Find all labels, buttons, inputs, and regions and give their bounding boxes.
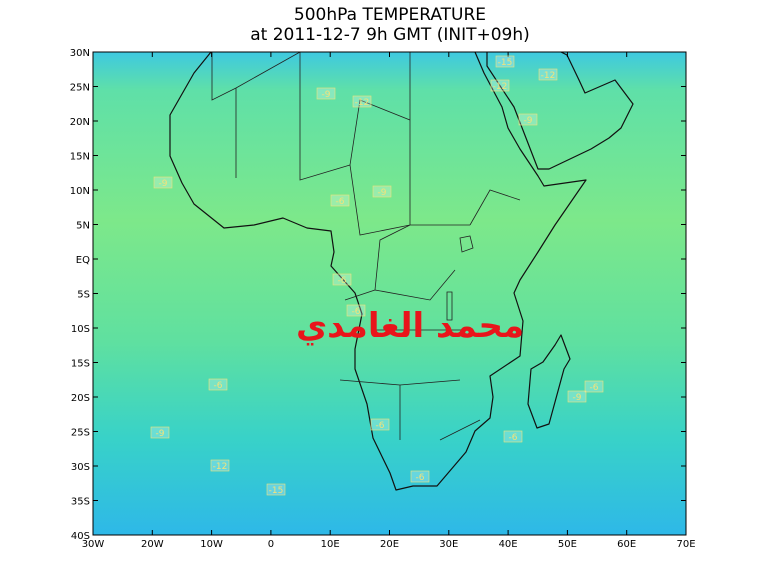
- contour-label-box: [372, 185, 392, 198]
- contour-label: -12: [355, 98, 370, 108]
- contour-label-box: [346, 304, 366, 317]
- axis-ticks: 30N 25N 20N 15N 10N 5N EQ 5S 10S 15S 20S 25S 30S 35S 4…: [70, 48, 696, 550]
- contour-label: -15: [498, 58, 513, 68]
- lon-tick-label: 10W: [200, 539, 223, 550]
- contour-labels: -15 -12 -12 -9 -12 -9 -9 -9 -6 -6 -6 -6 -6 -9 -9 -6 -6 -1…: [150, 55, 604, 496]
- lon-tick-label: 70E: [676, 539, 695, 550]
- lat-tick-label: 10S: [71, 324, 90, 335]
- contour-label-box: [410, 470, 430, 483]
- contour-label: -9: [159, 179, 168, 189]
- lon-tick-label: 10E: [321, 539, 340, 550]
- lat-tick-label: 35S: [71, 497, 90, 508]
- lat-tick-label: EQ: [76, 255, 90, 266]
- contour-label: -9: [378, 188, 387, 198]
- contour-label-box: [538, 68, 558, 81]
- contour-label: -6: [416, 473, 425, 483]
- madagascar-coast: [527, 334, 571, 429]
- contour-label-box: [332, 273, 352, 286]
- coastlines: [169, 52, 634, 491]
- lon-tick-label: 60E: [617, 539, 636, 550]
- lon-tick-label: 30E: [439, 539, 458, 550]
- contour-label: -6: [590, 383, 599, 393]
- temperature-field: [93, 52, 686, 535]
- contour-label-box: [503, 430, 523, 443]
- lon-tick-label: 20W: [141, 539, 164, 550]
- contour-label: -12: [493, 82, 508, 92]
- contour-label-box: [316, 87, 336, 100]
- contour-label: -9: [322, 90, 331, 100]
- contour-label-box: [518, 113, 538, 126]
- contour-label: -9: [156, 429, 165, 439]
- lon-tick-label: 40E: [499, 539, 518, 550]
- contour-label: -6: [336, 197, 345, 207]
- lat-tick-label: 40S: [71, 531, 90, 542]
- contour-label-box: [490, 79, 510, 92]
- lat-tick-label: 30N: [70, 48, 90, 59]
- lat-tick-label: 20S: [71, 393, 90, 404]
- lat-tick-label: 25N: [70, 83, 90, 94]
- contour-label-box: [330, 194, 350, 207]
- arabia-coast: [486, 52, 634, 170]
- lat-tick-label: 15N: [70, 152, 90, 163]
- lat-tick-label: 20N: [70, 117, 90, 128]
- title-line: at 2011-12-7 9h GMT (INIT+09h): [250, 25, 530, 45]
- title-line: 500hPa TEMPERATURE: [294, 5, 486, 25]
- contour-label-box: [150, 426, 170, 439]
- lon-tick-label: 50E: [558, 539, 577, 550]
- lon-tick-label: 30W: [82, 539, 105, 550]
- contour-label-box: [266, 483, 286, 496]
- contour-label: -6: [214, 381, 223, 391]
- contour-label: -6: [509, 433, 518, 443]
- country-border: [211, 52, 521, 441]
- contour-label: -9: [573, 393, 582, 403]
- africa-coast: [169, 52, 587, 491]
- lat-tick-label: 25S: [71, 428, 90, 439]
- lat-tick-label: 5N: [76, 221, 90, 232]
- lake: [446, 235, 474, 321]
- contour-label-box: [370, 418, 390, 431]
- lat-tick-label: 10N: [70, 186, 90, 197]
- contour-label-box: [352, 95, 372, 108]
- contour-label-box: [210, 459, 230, 472]
- contour-label: -15: [269, 486, 284, 496]
- contour-label: -9: [524, 116, 533, 126]
- contour-label: -6: [352, 307, 361, 317]
- contour-label: -12: [213, 462, 228, 472]
- lon-tick-label: 0: [268, 539, 274, 550]
- lat-tick-label: 5S: [77, 290, 90, 301]
- contour-label: -12: [541, 71, 556, 81]
- contour-label-box: [495, 55, 515, 68]
- lon-tick-label: 20E: [380, 539, 399, 550]
- contour-label: -6: [376, 421, 385, 431]
- contour-label-box: [153, 176, 173, 189]
- lat-tick-label: 15S: [71, 359, 90, 370]
- contour-label-box: [208, 378, 228, 391]
- lat-tick-label: 30S: [71, 462, 90, 473]
- watermark: محمد الغامدي: [296, 306, 524, 346]
- contour-label-box: [584, 380, 604, 393]
- contour-label: -6: [338, 276, 347, 286]
- contour-label-box: [567, 390, 587, 403]
